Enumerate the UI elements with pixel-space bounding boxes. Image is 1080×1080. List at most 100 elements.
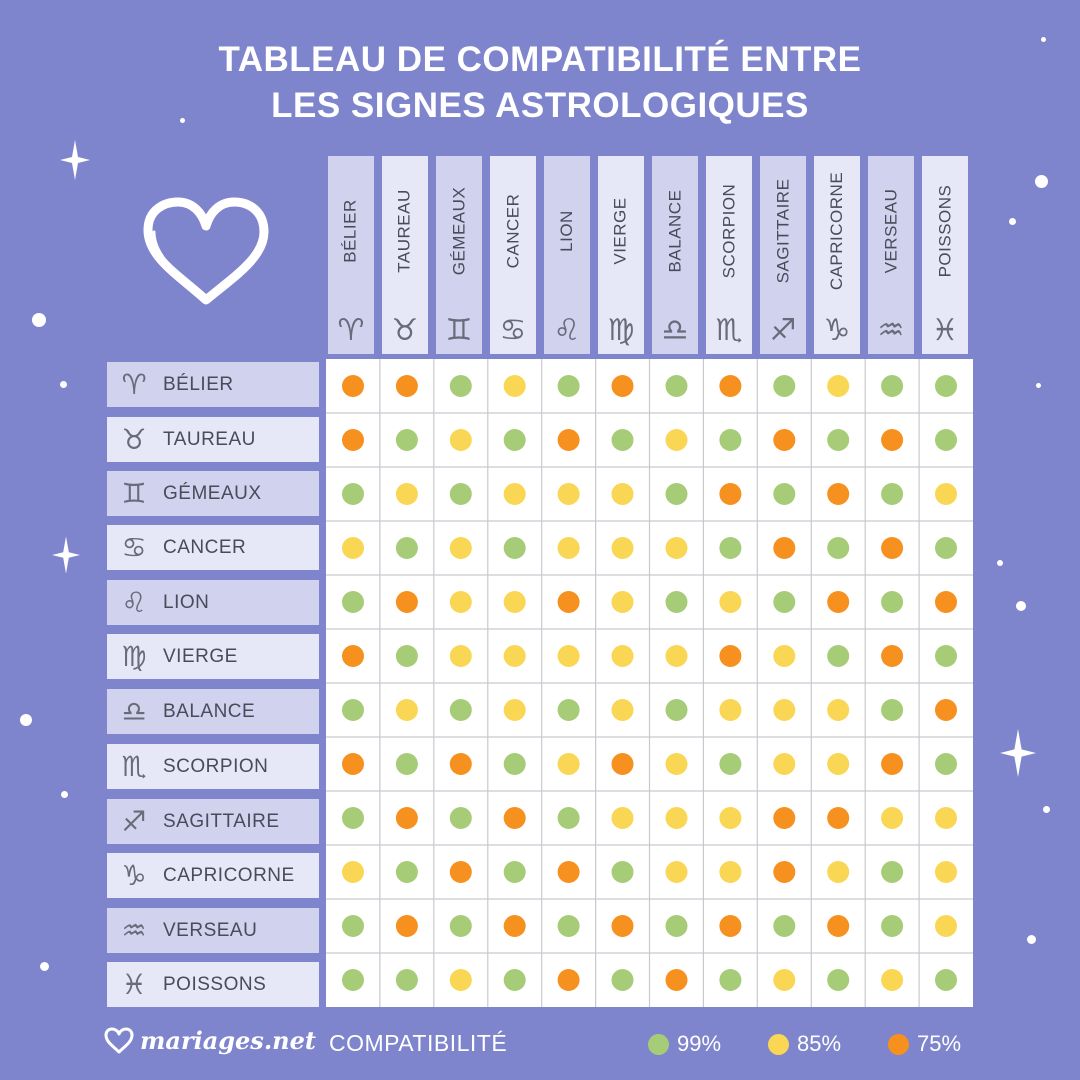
compatibility-grid-svg: 75% 75% 99% 85% 99% 75% 99% 75% 99% 85% 99% 99% 75% 9… bbox=[326, 359, 973, 1007]
virgo-icon: ♍ bbox=[121, 640, 147, 673]
row-header-lion: ♌ LION bbox=[107, 580, 319, 625]
star-dot bbox=[1043, 806, 1050, 813]
compat-dot-poissons-scorpion: 99% bbox=[719, 969, 742, 991]
star-dot bbox=[1016, 601, 1026, 611]
sparkle-icon bbox=[1000, 729, 1036, 777]
compat-dot-vierge-scorpion: 75% bbox=[719, 645, 742, 667]
compat-dot-balance-scorpion: 85% bbox=[719, 699, 742, 721]
star-dot bbox=[997, 560, 1003, 566]
compat-dot-sagittaire-sagittaire: 75% bbox=[773, 807, 796, 829]
compat-dot-vierge-cancer: 85% bbox=[503, 645, 526, 667]
compat-dot-gémeaux-balance: 99% bbox=[665, 483, 688, 505]
compat-dot-cancer-cancer: 99% bbox=[503, 537, 526, 559]
column-header-label: TAUREAU bbox=[395, 189, 415, 273]
row-header-label: BÉLIER bbox=[163, 373, 234, 395]
compat-dot-balance-vierge: 85% bbox=[611, 699, 634, 721]
taurus-icon: ♉ bbox=[391, 313, 419, 348]
row-header-belier: ♈ BÉLIER bbox=[107, 362, 319, 407]
compat-dot-cancer-taureau: 99% bbox=[395, 537, 418, 559]
star-dot bbox=[1035, 175, 1048, 188]
compat-dot-poissons-cancer: 99% bbox=[503, 969, 526, 991]
row-header-taureau: ♉ TAUREAU bbox=[107, 417, 319, 462]
compat-dot-bélier-bélier: 75% bbox=[342, 375, 364, 397]
star-dot bbox=[1041, 37, 1046, 42]
star-dot bbox=[60, 381, 67, 388]
star-dot bbox=[1027, 935, 1036, 944]
compat-dot-taureau-vierge: 99% bbox=[611, 429, 634, 451]
row-header-label: SCORPION bbox=[163, 755, 269, 777]
compat-dot-poissons-balance: 75% bbox=[665, 969, 688, 991]
compat-dot-gémeaux-lion: 85% bbox=[557, 483, 580, 505]
compat-dot-sagittaire-scorpion: 85% bbox=[719, 807, 742, 829]
compat-dot-balance-balance: 99% bbox=[665, 699, 688, 721]
compat-dot-capricorne-vierge: 99% bbox=[611, 861, 634, 883]
compat-dot-lion-vierge: 85% bbox=[611, 591, 634, 613]
compat-dot-sagittaire-capricorne: 75% bbox=[827, 807, 850, 829]
gemini-icon: ♊ bbox=[121, 477, 147, 510]
compat-dot-bélier-balance: 99% bbox=[665, 375, 688, 397]
compat-dot-sagittaire-vierge: 85% bbox=[611, 807, 634, 829]
star-dot bbox=[40, 962, 49, 971]
page-title-line-1: TABLEAU DE COMPATIBILITÉ ENTRE bbox=[218, 40, 862, 79]
compat-dot-vierge-taureau: 99% bbox=[395, 645, 418, 667]
compat-dot-vierge-balance: 85% bbox=[665, 645, 688, 667]
compat-dot-poissons-taureau: 99% bbox=[395, 969, 418, 991]
compat-dot-balance-poissons: 75% bbox=[935, 699, 957, 721]
compat-dot-scorpion-verseau: 75% bbox=[881, 753, 904, 775]
star-dot bbox=[1009, 218, 1016, 225]
compat-dot-poissons-sagittaire: 85% bbox=[773, 969, 796, 991]
compat-dot-cancer-balance: 85% bbox=[665, 537, 688, 559]
sagittarius-icon: ♐ bbox=[769, 313, 797, 348]
legend-item-99: 99% bbox=[648, 1031, 721, 1057]
compat-dot-verseau-poissons: 85% bbox=[935, 915, 957, 937]
column-header-scorpion: SCORPION ♏ bbox=[706, 156, 752, 354]
compat-dot-gémeaux-vierge: 85% bbox=[611, 483, 634, 505]
column-header-gemeaux: GÉMEAUX ♊ bbox=[436, 156, 482, 354]
compat-dot-sagittaire-taureau: 75% bbox=[395, 807, 418, 829]
compat-dot-lion-scorpion: 85% bbox=[719, 591, 742, 613]
compat-dot-balance-gémeaux: 99% bbox=[449, 699, 472, 721]
compat-dot-scorpion-gémeaux: 75% bbox=[449, 753, 472, 775]
cancer-icon: ♋ bbox=[499, 313, 527, 348]
column-header-label: SCORPION bbox=[719, 183, 738, 279]
compat-dot-verseau-balance: 99% bbox=[665, 915, 688, 937]
compat-dot-bélier-taureau: 75% bbox=[395, 375, 418, 397]
compat-dot-scorpion-capricorne: 85% bbox=[827, 753, 850, 775]
compat-dot-sagittaire-gémeaux: 99% bbox=[449, 807, 472, 829]
brand-name: mariages.net bbox=[140, 1026, 316, 1055]
compat-dot-poissons-vierge: 99% bbox=[611, 969, 634, 991]
brand-logo[interactable]: mariages.net bbox=[104, 1026, 316, 1055]
legend-dot bbox=[648, 1033, 669, 1055]
column-header-verseau: VERSEAU ♒ bbox=[868, 156, 914, 354]
aries-icon: ♈ bbox=[121, 368, 147, 401]
compat-dot-poissons-bélier: 99% bbox=[342, 969, 364, 991]
compat-dot-balance-cancer: 85% bbox=[503, 699, 526, 721]
column-header-label: GÉMEAUX bbox=[449, 186, 468, 276]
page-title-line-2: LES SIGNES ASTROLOGIQUES bbox=[271, 86, 809, 125]
star-dot bbox=[32, 313, 46, 327]
compat-dot-balance-taureau: 85% bbox=[395, 699, 418, 721]
compat-dot-vierge-capricorne: 99% bbox=[827, 645, 850, 667]
compat-dot-gémeaux-cancer: 85% bbox=[503, 483, 526, 505]
column-header-label: CANCER bbox=[503, 193, 523, 269]
compat-dot-vierge-verseau: 75% bbox=[881, 645, 904, 667]
compat-dot-verseau-bélier: 99% bbox=[342, 915, 364, 937]
compat-dot-scorpion-sagittaire: 85% bbox=[773, 753, 796, 775]
column-header-lion: LION ♌ bbox=[544, 156, 590, 354]
row-header-scorpion: ♏ SCORPION bbox=[107, 744, 319, 789]
heart-logo-icon bbox=[104, 1027, 134, 1053]
compat-dot-lion-poissons: 75% bbox=[935, 591, 957, 613]
row-header-label: VIERGE bbox=[163, 645, 238, 667]
row-header-sagittaire: ♐ SAGITTAIRE bbox=[107, 799, 319, 844]
compat-dot-balance-bélier: 99% bbox=[342, 699, 364, 721]
compat-dot-bélier-gémeaux: 99% bbox=[449, 375, 472, 397]
compat-dot-lion-cancer: 85% bbox=[503, 591, 526, 613]
compat-dot-scorpion-poissons: 99% bbox=[935, 753, 957, 775]
row-header-label: POISSONS bbox=[163, 973, 267, 995]
aquarius-icon: ♒ bbox=[121, 914, 147, 947]
compat-dot-lion-bélier: 99% bbox=[342, 591, 364, 613]
compat-dot-vierge-sagittaire: 85% bbox=[773, 645, 796, 667]
compatibility-grid: 75% 75% 99% 85% 99% 75% 99% 75% 99% 85% 99% 99% 75% 9… bbox=[326, 359, 973, 1007]
compat-dot-cancer-vierge: 85% bbox=[611, 537, 634, 559]
